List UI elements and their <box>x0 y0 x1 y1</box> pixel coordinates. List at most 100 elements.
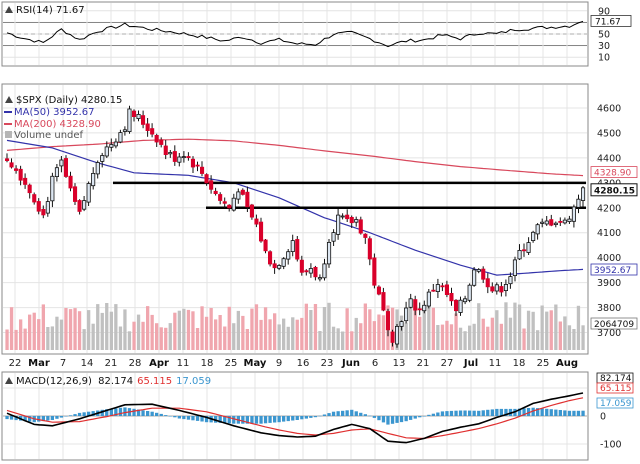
x-axis-month-label: Aug <box>556 358 578 369</box>
x-axis-day-label: 13 <box>393 358 406 369</box>
volume-bar <box>282 318 286 350</box>
macd-histogram-bar <box>82 412 86 416</box>
macd-histogram-bar <box>195 416 200 421</box>
macd-histogram-bar <box>445 411 449 416</box>
macd-histogram-bar <box>531 407 535 416</box>
volume-bar <box>132 321 136 350</box>
volume-bar <box>50 326 54 350</box>
volume-bar <box>68 309 73 350</box>
macd-histogram-bar <box>359 412 363 416</box>
macd-histogram-bar <box>322 414 327 416</box>
candle-up <box>476 269 481 272</box>
volume-bar <box>268 319 272 350</box>
volume-bar <box>73 308 77 350</box>
price-tick-label: 3800 <box>597 303 621 314</box>
volume-bar <box>531 311 535 350</box>
volume-bar <box>100 312 104 350</box>
volume-bar <box>504 302 508 350</box>
volume-bar <box>159 327 163 350</box>
volume-bar <box>363 303 367 350</box>
candle-down <box>23 177 28 185</box>
volume-bar <box>545 311 549 350</box>
macd-histogram-bar <box>59 416 64 418</box>
macd-histogram-bar <box>554 409 558 416</box>
x-axis-day-label: 22 <box>9 358 22 369</box>
candle-up <box>340 215 345 218</box>
macd-histogram-bar <box>436 412 440 416</box>
macd-histogram-bar <box>132 408 136 416</box>
macd-histogram-bar <box>141 410 145 416</box>
macd-histogram-bar <box>399 416 404 423</box>
candle-up <box>231 197 236 211</box>
candle-down <box>431 289 436 292</box>
price-tick-label: 4600 <box>597 103 621 114</box>
volume-tag-box <box>590 317 638 330</box>
macd-histogram-bar <box>454 410 458 416</box>
x-axis-month-label: Apr <box>149 358 169 369</box>
candle-down <box>413 299 418 311</box>
candle-down <box>295 239 300 260</box>
macd-histogram-bar <box>164 415 168 416</box>
candle-up <box>512 259 517 276</box>
volume-bar <box>354 317 358 350</box>
candle-down <box>73 186 78 202</box>
volume-bar <box>277 324 281 350</box>
x-axis-month-label: Jun <box>341 358 360 369</box>
macd-histogram-bar <box>495 408 499 416</box>
moving-average-layer <box>6 138 584 276</box>
volume-bar <box>291 317 295 350</box>
macd-histogram-bar <box>64 416 68 417</box>
candle-up <box>122 129 128 132</box>
candle-down <box>240 189 245 195</box>
macd-histogram-bar <box>214 416 218 423</box>
macd-histogram-bar <box>499 408 503 416</box>
candle-down <box>199 166 205 174</box>
signal-value: 65.115 <box>137 376 172 387</box>
volume-bar <box>250 308 254 350</box>
candle-up <box>462 298 468 303</box>
candle-up <box>535 224 540 235</box>
volume-bar <box>567 325 572 350</box>
candle-down <box>304 270 309 273</box>
macd-histogram-bar <box>381 416 386 423</box>
x-axis-day-label: 7 <box>60 358 66 369</box>
candle-down <box>372 257 377 286</box>
candle-down <box>186 156 191 159</box>
volume-bar <box>359 323 363 350</box>
volume-bar <box>195 328 200 350</box>
macd-histogram-bar <box>558 410 562 416</box>
volume-bar <box>477 303 481 350</box>
candle-up <box>422 304 427 312</box>
volume-bar <box>513 302 517 350</box>
volume-bar <box>440 324 445 350</box>
macd-histogram-bar <box>291 416 295 421</box>
volume-bar <box>463 331 467 350</box>
candle-down <box>358 219 363 234</box>
volume-bar <box>472 323 476 350</box>
macd-histogram-bar <box>581 410 585 416</box>
candle-up <box>571 206 576 222</box>
volume-bar <box>422 307 426 350</box>
macd-histogram-bar <box>313 416 318 418</box>
price-tick-label: 4200 <box>597 203 621 214</box>
volume-bar <box>536 330 540 350</box>
volume-bar <box>558 321 562 350</box>
volume-bar <box>191 311 195 350</box>
volume-bar <box>41 304 45 350</box>
volume-bar <box>173 312 177 350</box>
x-axis-day-label: 14 <box>81 358 94 369</box>
volume-bar <box>313 304 318 350</box>
macd-histogram-bar <box>204 416 209 423</box>
macd-histogram-bar <box>295 416 299 420</box>
volume-bar <box>486 326 490 350</box>
x-axis-day-label: 9 <box>276 358 282 369</box>
macd-histogram-bar <box>572 410 576 416</box>
candle-up <box>494 284 499 292</box>
volume-bar <box>223 326 227 350</box>
macd-histogram-bar <box>159 413 163 416</box>
macd-histogram-bar <box>227 416 231 424</box>
candle-down <box>41 208 46 216</box>
volume-bar <box>390 307 395 350</box>
candle-up <box>531 231 536 242</box>
volume-bar <box>96 304 100 350</box>
